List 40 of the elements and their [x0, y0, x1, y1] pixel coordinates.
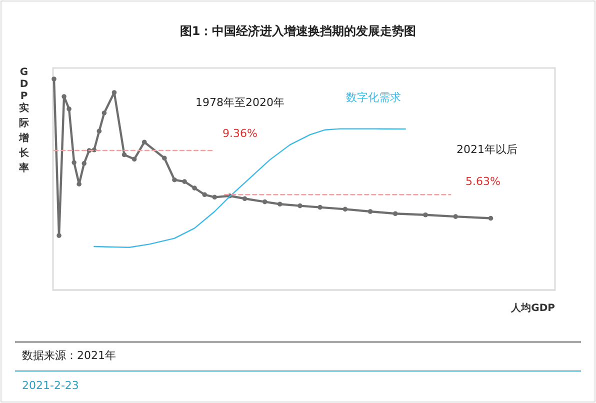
point: [66, 106, 72, 112]
point: [342, 206, 348, 212]
point: [112, 90, 117, 95]
point: [212, 194, 218, 200]
point: [96, 128, 102, 134]
text: 2021-2-23: [22, 379, 79, 392]
point: [262, 199, 268, 204]
point: [52, 76, 56, 82]
point: [318, 204, 322, 210]
point: [162, 156, 167, 161]
point: [102, 110, 107, 116]
point: [423, 212, 428, 218]
point: [392, 211, 398, 216]
point: [56, 233, 62, 238]
y-axis-title: GDP实际增长率: [18, 67, 30, 174]
point: [368, 209, 373, 214]
point: [172, 177, 177, 182]
point: [192, 186, 197, 190]
point: [122, 152, 127, 158]
point: [62, 94, 66, 99]
chart-title: 图1：中国经济进入增速换挡期的发展走势图: [180, 24, 416, 38]
point: [453, 214, 458, 219]
annotation: 2021年以后: [456, 143, 518, 156]
annotation: 9.36%: [222, 127, 258, 140]
point: [72, 160, 76, 165]
point: [82, 161, 87, 166]
source-note: 数据来源：2021年: [22, 349, 116, 362]
x-axis-title: 人均GDP: [510, 302, 555, 314]
point: [242, 196, 248, 202]
point: [298, 203, 302, 208]
point: [76, 182, 82, 186]
annotation: 1978年至2020年: [196, 96, 284, 109]
point: [488, 216, 494, 221]
point: [132, 156, 137, 162]
annotation: 5.63%: [466, 175, 500, 188]
point: [182, 179, 187, 184]
point: [142, 140, 147, 144]
point: [278, 202, 282, 207]
point: [202, 192, 207, 198]
text: 数字化需求: [346, 91, 402, 104]
